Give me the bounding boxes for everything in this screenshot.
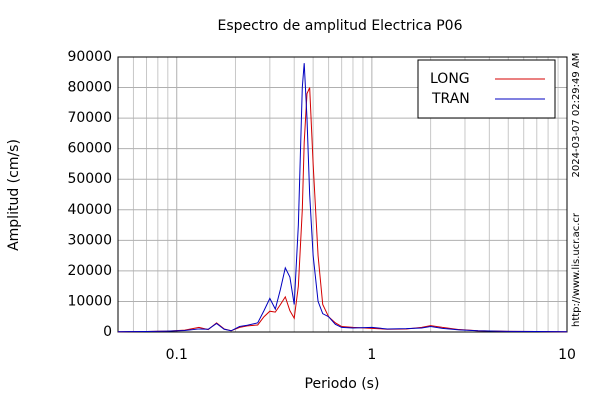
source-url: http://www.lis.ucr.ac.cr [571, 212, 582, 327]
y-tick-label: 30000 [67, 232, 112, 248]
x-tick-label: 1 [367, 347, 376, 363]
y-tick-label: 80000 [67, 80, 112, 96]
y-tick-label: 20000 [67, 263, 112, 279]
y-tick-label: 40000 [67, 202, 112, 218]
x-axis-label: Periodo (s) [305, 376, 380, 392]
timestamp: 2024-03-07 02:29:49 AM [571, 53, 582, 178]
y-tick-label: 70000 [67, 110, 112, 126]
y-tick-label: 60000 [67, 141, 112, 157]
legend-label: LONG [430, 71, 470, 87]
plot-frame [117, 56, 568, 333]
series-line [117, 63, 568, 333]
legend-box [417, 59, 556, 119]
y-tick-label: 50000 [67, 171, 112, 187]
y-tick-label: 10000 [67, 293, 112, 309]
y-axis-label: Amplitud (cm/s) [6, 139, 22, 251]
y-tick-label: 90000 [67, 49, 112, 65]
x-tick-label: 10 [558, 347, 576, 363]
legend-label: TRAN [431, 91, 470, 107]
chart-title: Espectro de amplitud Electrica P06 [218, 18, 463, 34]
x-tick-label: 0.1 [166, 347, 188, 363]
y-tick-label: 0 [103, 324, 112, 340]
